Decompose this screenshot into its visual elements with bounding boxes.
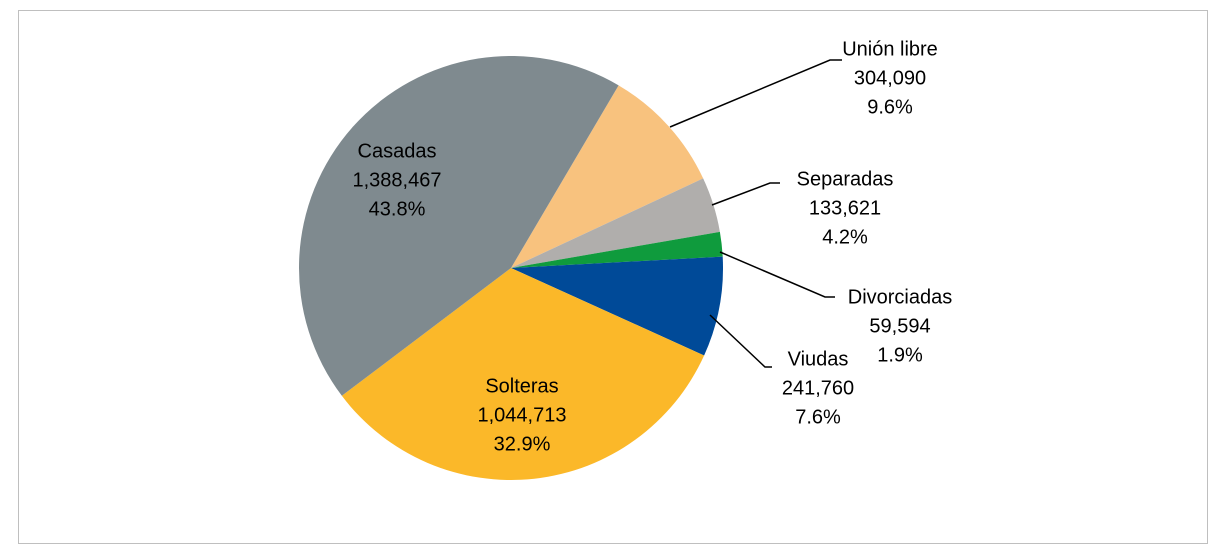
- slice-label: Solteras: [485, 375, 558, 397]
- slice-label: Divorciadas: [848, 286, 952, 308]
- leader-line: [711, 182, 780, 206]
- leader-line: [709, 314, 772, 368]
- slice-percent: 9.6%: [867, 96, 913, 118]
- slice-percent: 32.9%: [494, 433, 551, 455]
- slice-percent: 4.2%: [822, 226, 868, 248]
- pie-slice: [341, 268, 705, 480]
- slice-label: Unión libre: [842, 38, 938, 60]
- slice-value: 304,090: [854, 67, 926, 89]
- slice-percent: 1.9%: [877, 344, 923, 366]
- slice-percent: 7.6%: [795, 406, 841, 428]
- slice-value: 241,760: [782, 377, 854, 399]
- slice-value: 1,044,713: [478, 404, 567, 426]
- pie-slice: [298, 55, 619, 396]
- slice-percent: 43.8%: [369, 198, 426, 220]
- leader-line: [719, 251, 835, 298]
- pie-slice: [511, 178, 720, 268]
- slice-value: 133,621: [809, 197, 881, 219]
- slice-label: Viudas: [788, 348, 849, 370]
- slice-value: 59,594: [869, 315, 930, 337]
- slice-label: Casadas: [358, 140, 437, 162]
- slice-label: Separadas: [797, 168, 894, 190]
- slice-value: 1,388,467: [353, 169, 442, 191]
- leader-line: [669, 59, 842, 128]
- pie-slice: [511, 256, 723, 356]
- pie-slice: [511, 231, 723, 268]
- pie-slice: [511, 85, 704, 268]
